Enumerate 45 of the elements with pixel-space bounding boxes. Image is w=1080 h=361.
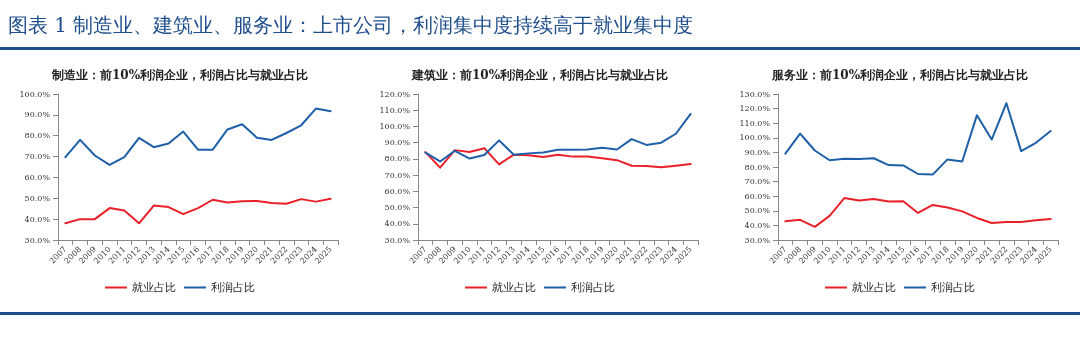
legend-label: 就业占比 bbox=[132, 281, 176, 294]
y-tick-label: 100.0% bbox=[739, 133, 771, 143]
y-tick-label: 110.0% bbox=[379, 105, 411, 115]
legend-label: 利润占比 bbox=[571, 281, 615, 294]
y-tick-label: 50.0% bbox=[24, 193, 51, 203]
y-tick-label: 120.0% bbox=[379, 89, 411, 99]
y-tick-label: 30.0% bbox=[744, 235, 771, 245]
line-series bbox=[424, 147, 692, 169]
y-tick-label: 30.0% bbox=[384, 235, 411, 245]
legend-label: 利润占比 bbox=[211, 281, 255, 294]
y-tick-label: 60.0% bbox=[384, 186, 411, 196]
line-series bbox=[64, 197, 332, 225]
y-tick-label: 130.0% bbox=[739, 89, 771, 99]
y-tick-label: 50.0% bbox=[384, 203, 411, 213]
y-tick-label: 90.0% bbox=[744, 147, 771, 157]
y-tick-label: 60.0% bbox=[744, 191, 771, 201]
y-tick-label: 30.0% bbox=[24, 235, 51, 245]
y-tick-label: 100.0% bbox=[19, 89, 51, 99]
line-series bbox=[424, 112, 692, 163]
y-tick-label: 40.0% bbox=[24, 214, 51, 224]
legend-label: 就业占比 bbox=[492, 281, 536, 294]
y-tick-label: 90.0% bbox=[384, 138, 411, 148]
line-series bbox=[784, 102, 1052, 176]
y-tick-label: 40.0% bbox=[384, 219, 411, 229]
legend-label: 就业占比 bbox=[852, 281, 896, 294]
line-series bbox=[784, 197, 1052, 228]
y-tick-label: 70.0% bbox=[384, 170, 411, 180]
legend-label: 利润占比 bbox=[931, 281, 975, 294]
chart-subtitle: 建筑业：前10%利润企业，利润占比与就业占比 bbox=[410, 68, 669, 82]
y-tick-label: 80.0% bbox=[24, 131, 51, 141]
line-series bbox=[64, 107, 332, 166]
chart-subtitle: 服务业：前10%利润企业，利润占比与就业占比 bbox=[770, 68, 1029, 82]
y-tick-label: 70.0% bbox=[24, 152, 51, 162]
y-tick-label: 120.0% bbox=[739, 104, 771, 114]
chart-title: 图表 1 制造业、建筑业、服务业：上市公司，利润集中度持续高于就业集中度 bbox=[7, 12, 695, 39]
y-tick-label: 90.0% bbox=[24, 110, 51, 120]
y-tick-label: 40.0% bbox=[744, 220, 771, 230]
y-tick-label: 70.0% bbox=[744, 177, 771, 187]
y-tick-label: 60.0% bbox=[24, 172, 51, 182]
y-tick-label: 80.0% bbox=[384, 154, 411, 164]
y-tick-label: 50.0% bbox=[744, 206, 771, 216]
y-tick-label: 110.0% bbox=[739, 118, 771, 128]
y-tick-label: 100.0% bbox=[379, 121, 411, 131]
chart-subtitle: 制造业：前10%利润企业，利润占比与就业占比 bbox=[50, 68, 309, 82]
y-tick-label: 80.0% bbox=[744, 162, 771, 172]
